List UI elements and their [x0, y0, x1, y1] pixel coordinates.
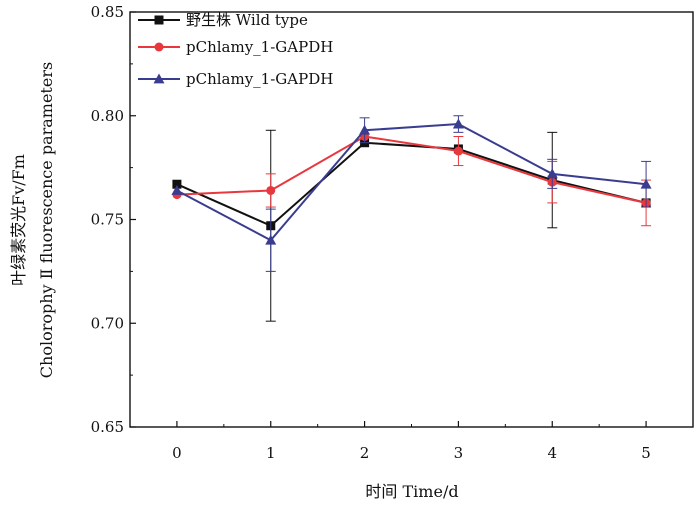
x-tick-label: 0	[172, 444, 182, 462]
x-axis: 0 1 2 3 4 5	[172, 421, 651, 462]
x-tick-label: 3	[454, 444, 464, 462]
data-point	[453, 146, 463, 156]
data-point	[359, 124, 371, 135]
legend-item-2: pChlamy_1-GAPDH	[138, 38, 333, 56]
legend-item-1: 野生株 Wild type	[138, 11, 308, 29]
legend: 野生株 Wild type pChlamy_1-GAPDH pChlamy_1-GA…	[138, 11, 333, 88]
y-tick-label: 0.65	[91, 418, 124, 436]
y-tick-label: 0.70	[91, 314, 124, 332]
y-axis-title: 叶绿素荧光Fv/Fm Cholorophy Ⅱ fluorescence par…	[9, 62, 56, 378]
x-tick-label: 1	[266, 444, 276, 462]
data-point	[546, 168, 558, 179]
series-layer	[171, 115, 652, 322]
x-tick-label: 4	[547, 444, 557, 462]
data-point	[172, 179, 182, 189]
data-point	[265, 234, 277, 245]
data-point	[266, 185, 276, 195]
x-tick-label: 5	[641, 444, 651, 462]
y-tick-label: 0.85	[91, 3, 124, 21]
data-point	[171, 184, 183, 195]
legend-marker	[154, 42, 164, 52]
legend-label: pChlamy_1-GAPDH	[186, 70, 333, 88]
y-tick-label: 0.80	[91, 107, 124, 125]
series-3	[171, 115, 652, 272]
series-line	[176, 135, 647, 204]
data-point	[452, 118, 464, 129]
data-point	[640, 178, 652, 189]
series-line	[176, 141, 647, 227]
x-axis-title: 时间 Time/d	[365, 482, 458, 501]
series-line	[176, 123, 647, 242]
y-axis: 0.65 0.70 0.75 0.80 0.85	[91, 3, 136, 436]
x-tick-label: 2	[360, 444, 370, 462]
y-axis-title-line1: 叶绿素荧光Fv/Fm	[9, 154, 28, 286]
legend-label: 野生株 Wild type	[186, 11, 308, 29]
legend-marker	[154, 15, 164, 25]
legend-label: pChlamy_1-GAPDH	[186, 38, 333, 56]
legend-marker	[153, 73, 165, 84]
y-tick-label: 0.75	[91, 211, 124, 229]
legend-item-3: pChlamy_1-GAPDH	[138, 70, 333, 88]
y-axis-title-line2: Cholorophy Ⅱ fluorescence parameters	[37, 62, 56, 378]
